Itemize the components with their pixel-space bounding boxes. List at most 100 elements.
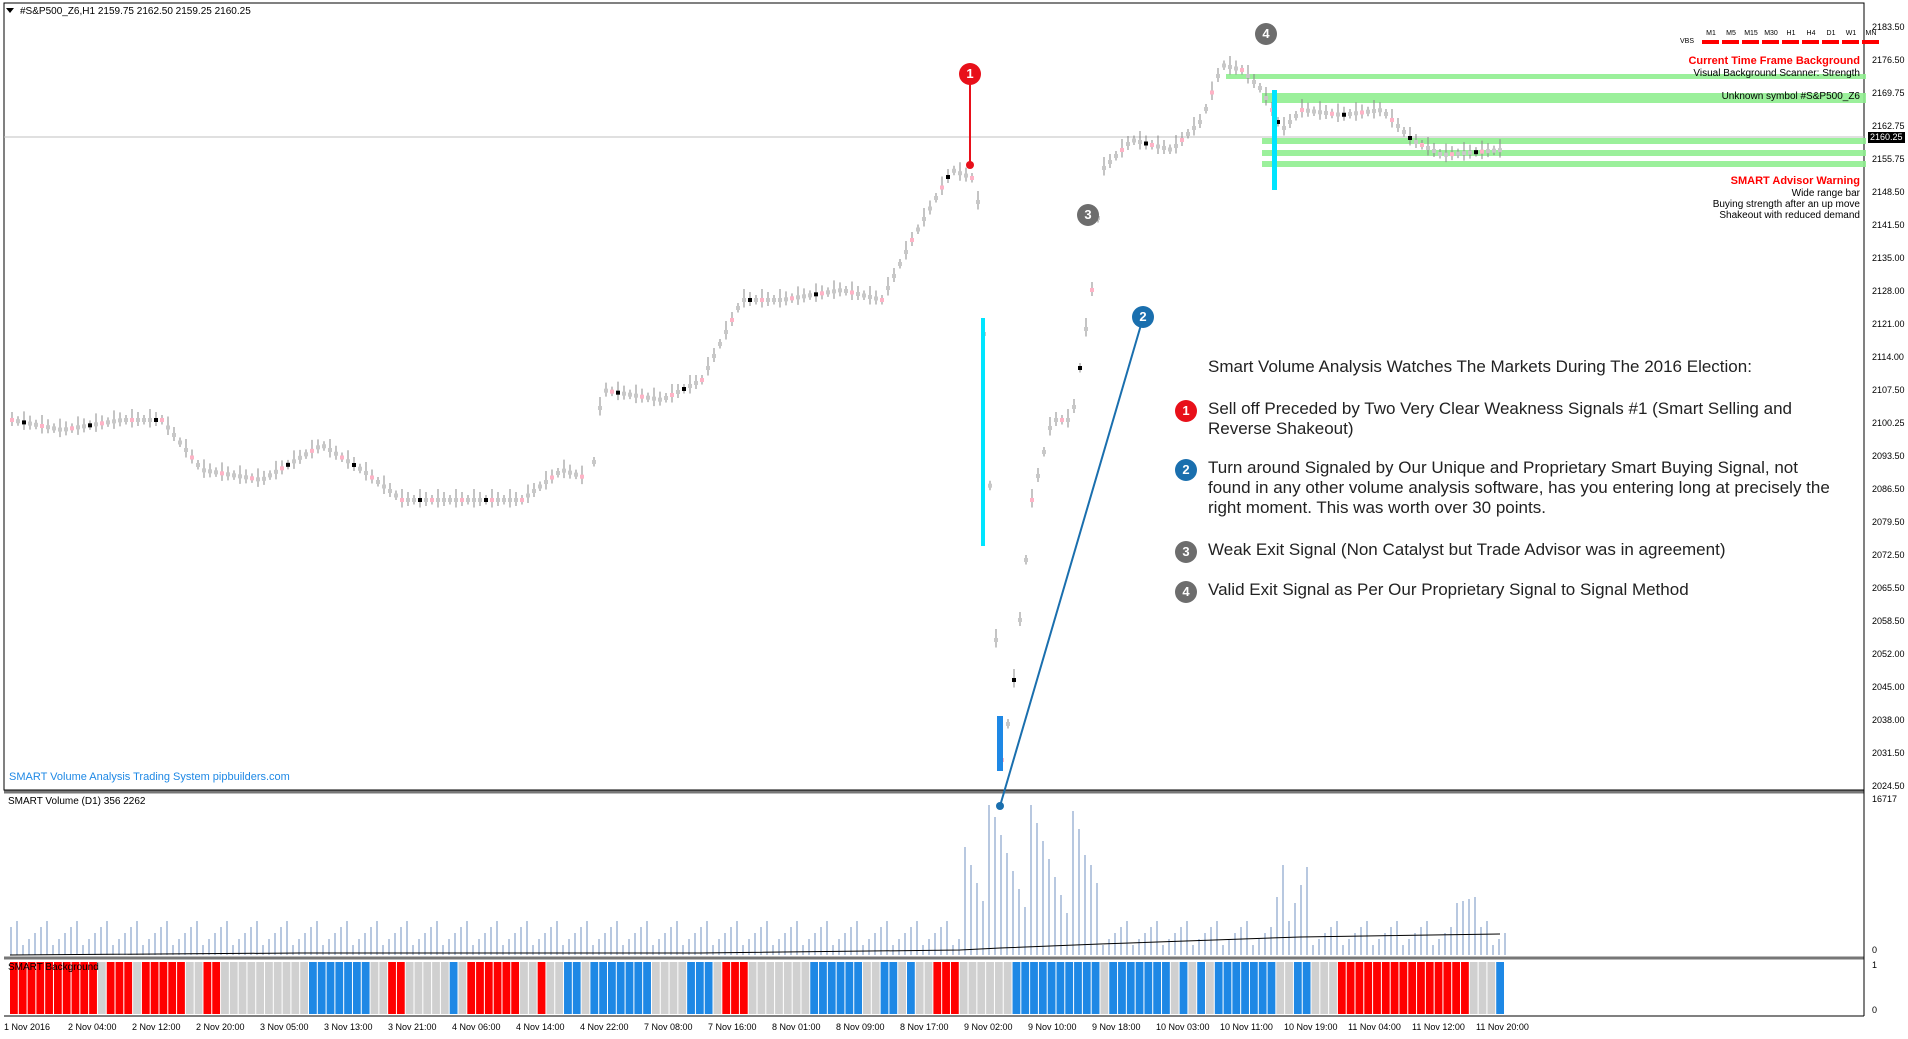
background-bar (1197, 962, 1205, 1014)
candle-body (1174, 144, 1178, 148)
price-axis-label: 2058.50 (1872, 616, 1905, 626)
volume-bar (244, 933, 246, 955)
volume-bar (424, 933, 426, 955)
background-bar (361, 962, 370, 1014)
candle-body (826, 290, 830, 295)
volume-bar (250, 927, 252, 955)
background-bar (317, 962, 326, 1014)
candle-body (1432, 149, 1436, 153)
candle-body (988, 483, 992, 488)
candle-body (1210, 90, 1214, 95)
background-bottom-label: 0 (1872, 1005, 1878, 1015)
background-bar (889, 962, 898, 1014)
background-bar (1293, 962, 1302, 1014)
background-bar (1241, 962, 1249, 1014)
current-price-tag: 2160.25 (1868, 132, 1905, 143)
time-axis-label: 4 Nov 14:00 (516, 1022, 565, 1032)
background-bar (1047, 962, 1056, 1014)
background-bar (1496, 962, 1504, 1014)
background-bar (1285, 962, 1293, 1014)
background-bar (1452, 962, 1461, 1014)
candle-body (46, 425, 50, 430)
price-axis-label: 2155.75 (1872, 154, 1905, 164)
candle-body (1348, 112, 1352, 116)
volume-bar (364, 933, 366, 955)
volume-bar (316, 921, 318, 955)
bg-title: Current Time Frame Background (1688, 55, 1860, 67)
candle-body (94, 422, 98, 427)
note-2-text: Turn around Signaled by Our Unique and P… (1208, 458, 1830, 517)
candle-body (916, 227, 920, 232)
note-1-text: Sell off Preceded by Two Very Clear Weak… (1208, 399, 1792, 438)
background-bar (854, 962, 863, 1014)
chart-menu-icon[interactable] (6, 8, 14, 13)
candle-body (910, 238, 914, 242)
tf-bar-h4 (1802, 40, 1819, 44)
advisor-line: Shakeout with reduced demand (1719, 210, 1860, 221)
volume-bar (112, 945, 114, 955)
candle-body (34, 422, 38, 427)
background-bar (1381, 962, 1390, 1014)
volume-bar (544, 933, 546, 955)
candle-body (1402, 130, 1406, 134)
candle-body (766, 298, 770, 302)
background-bar (238, 962, 247, 1014)
background-bar (1249, 962, 1258, 1014)
volume-bar (466, 921, 468, 955)
volume-average-line (9, 933, 1501, 956)
background-bar (977, 962, 986, 1014)
candle-body (850, 290, 854, 295)
volume-bar (1264, 933, 1266, 955)
volume-bar (400, 927, 402, 955)
background-bar (660, 962, 669, 1014)
volume-bar (1168, 939, 1170, 955)
volume-bar (22, 945, 24, 955)
candle-body (136, 418, 140, 422)
candle-body (1126, 142, 1130, 146)
candle-body (400, 498, 404, 502)
background-bar (1364, 962, 1373, 1014)
marker-4[interactable]: 4 (1255, 23, 1277, 45)
marker-1[interactable]: 1 (959, 63, 981, 85)
marker-3[interactable]: 3 (1077, 204, 1099, 226)
background-bar (1276, 962, 1285, 1014)
candle-body (670, 393, 674, 397)
volume-bar (742, 945, 744, 955)
candle-body (478, 498, 482, 502)
volume-bar (262, 945, 264, 955)
background-bar (1162, 962, 1170, 1014)
background-bar (1320, 962, 1329, 1014)
volume-bar (790, 927, 792, 955)
candle-body (118, 418, 122, 423)
background-bar (863, 962, 871, 1014)
price-axis-label: 2183.50 (1872, 22, 1905, 32)
bg-sub: Visual Background Scanner: Strength (1693, 68, 1860, 79)
volume-bar (142, 945, 144, 955)
tf-label-h1: H1 (1786, 30, 1796, 37)
marker-2[interactable]: 2 (1132, 306, 1154, 328)
candle-body (856, 292, 860, 296)
volume-bar (496, 921, 498, 955)
background-bar (1443, 962, 1452, 1014)
volume-bar (418, 939, 420, 955)
background-bar (827, 962, 836, 1014)
background-bar (159, 962, 168, 1014)
volume-bar (940, 927, 942, 955)
candle-body (646, 395, 650, 400)
volume-bar (550, 927, 552, 955)
volume-bar (328, 939, 330, 955)
candle-body (1072, 405, 1076, 409)
time-axis-label: 2 Nov 20:00 (196, 1022, 245, 1032)
background-bar (1258, 962, 1267, 1014)
background-bar (748, 962, 757, 1014)
background-bar (880, 962, 889, 1014)
candle-body (412, 498, 416, 502)
volume-bar (598, 939, 600, 955)
candle-body (16, 419, 20, 424)
background-bar (915, 962, 924, 1014)
volume-bar (1246, 921, 1248, 955)
background-bar (1434, 962, 1443, 1014)
volume-bar (802, 945, 804, 955)
